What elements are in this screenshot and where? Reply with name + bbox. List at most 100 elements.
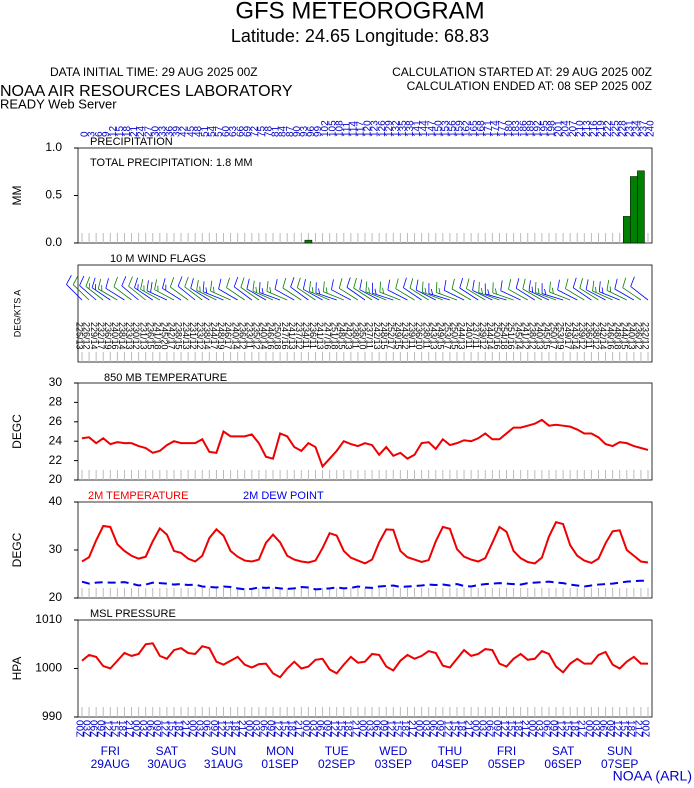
wind-label: 244/14 (485, 322, 495, 350)
wind-label: 248/15 (336, 322, 346, 350)
wind-label: 234/11 (301, 322, 311, 349)
time-label: 12Z (271, 720, 282, 737)
server: READY Web Server (0, 96, 117, 111)
wind-label: 238/15 (174, 322, 184, 350)
hour-label: 81 (271, 125, 282, 137)
wind-barb (492, 282, 514, 301)
hour-label: 84 (278, 125, 289, 137)
time-label: 15Z (618, 720, 629, 737)
wind-barb (246, 278, 267, 301)
hour-label: 0 (80, 131, 91, 137)
wind-barb (91, 277, 111, 301)
hour-label: 234 (631, 120, 642, 137)
hour-label: 111 (341, 121, 352, 137)
y-axis-label: DEGC (10, 532, 24, 567)
legend-entry: 2M DEW POINT (243, 490, 324, 502)
wind-barb (79, 275, 97, 301)
wind-barb (121, 276, 139, 301)
wind-label: 240/13 (626, 322, 636, 350)
time-label: 06Z (427, 720, 438, 737)
wind-barb (322, 281, 344, 301)
time-label: 21Z (179, 720, 190, 737)
day-label: WED (379, 744, 407, 758)
wind-label: 245/15 (542, 322, 552, 350)
time-label: 18Z (286, 720, 297, 737)
wind-barb (154, 279, 175, 301)
wind-label: 250/18 (273, 322, 283, 350)
wind-barb (371, 282, 394, 301)
wind-barb (72, 275, 90, 301)
date-label: 02SEP (318, 757, 355, 771)
time-label: 18Z (455, 720, 466, 737)
wind-barb (402, 277, 422, 301)
y-tick-label: 30 (49, 542, 63, 556)
wind-barb (66, 275, 83, 301)
wind-barb (259, 282, 281, 301)
hour-label: 60 (221, 125, 232, 137)
date-label: 04SEP (431, 757, 468, 771)
time-label: 15Z (335, 720, 346, 737)
y-tick-label: 40 (49, 494, 63, 508)
time-label: 09Z (491, 720, 502, 737)
annotation: TOTAL PRECIPITATION: 1.8 MM (90, 157, 253, 169)
time-label: 09Z (547, 720, 558, 737)
wind-barb (622, 277, 642, 301)
hour-label: 135 (398, 120, 409, 137)
hour-label: 219 (596, 120, 607, 137)
panel-title: PRECIPITATION (90, 136, 173, 148)
time-label: 12Z (385, 720, 396, 737)
time-label: 15Z (279, 720, 290, 737)
hour-label: 228 (617, 120, 628, 137)
hour-label: 114 (348, 121, 359, 137)
time-label: 21Z (632, 720, 643, 737)
time-label: 15Z (109, 720, 120, 737)
wind-label: 242/14 (598, 322, 608, 350)
wind-barb (579, 278, 599, 301)
wind-barb (315, 282, 337, 301)
y-tick-label: 0.5 (45, 188, 62, 202)
wind-label: 238/11 (351, 322, 361, 349)
credit: NOAA (ARL) (613, 768, 692, 784)
time-label: 15Z (165, 720, 176, 737)
wind-barb (592, 280, 613, 301)
time-label: 15Z (505, 720, 516, 737)
date-label: 05SEP (488, 757, 525, 771)
hour-label: 204 (561, 120, 572, 137)
time-label: 00Z (356, 720, 367, 737)
wind-barb (528, 280, 550, 301)
wind-label: 241/18 (152, 322, 162, 350)
location: Latitude: 24.65 Longitude: 68.83 (231, 26, 489, 46)
wind-barb (557, 279, 578, 301)
wind-barb (169, 277, 189, 301)
y-tick-label: 22 (49, 453, 63, 467)
hour-label: 222 (603, 120, 614, 137)
wind-label: 240/11 (464, 322, 474, 349)
wind-label: 253/19 (556, 322, 566, 350)
time-label: 03Z (137, 720, 148, 737)
day-label: SUN (211, 744, 236, 758)
hour-label: 117 (356, 121, 367, 137)
hour-label: 93 (299, 125, 310, 137)
hour-label: 198 (547, 120, 558, 137)
wind-label: 238/14 (202, 322, 212, 350)
series-line (81, 579, 648, 591)
hour-label: 45 (186, 125, 197, 137)
hour-label: 129 (384, 120, 395, 137)
hour-label: 165 (469, 120, 480, 137)
hour-label: 39 (172, 125, 183, 137)
panel-title: 850 MB TEMPERATURE (104, 372, 227, 384)
wind-barb (113, 276, 132, 301)
wind-label: 245/14 (513, 322, 523, 350)
time-label: 21Z (519, 720, 530, 737)
hour-label: 237 (639, 120, 650, 137)
wind-barb (252, 280, 274, 301)
wind-barb (585, 279, 606, 301)
calc-ended: CALCULATION ENDED AT: 08 SEP 2025 00Z (407, 79, 652, 93)
wind-barb (296, 277, 316, 301)
hour-label: 27 (143, 125, 154, 137)
date-label: 29AUG (91, 757, 130, 771)
wind-barb (443, 279, 465, 301)
wind-barb (409, 278, 429, 301)
hour-label: 9 (101, 131, 112, 137)
time-label: 15Z (448, 720, 459, 737)
